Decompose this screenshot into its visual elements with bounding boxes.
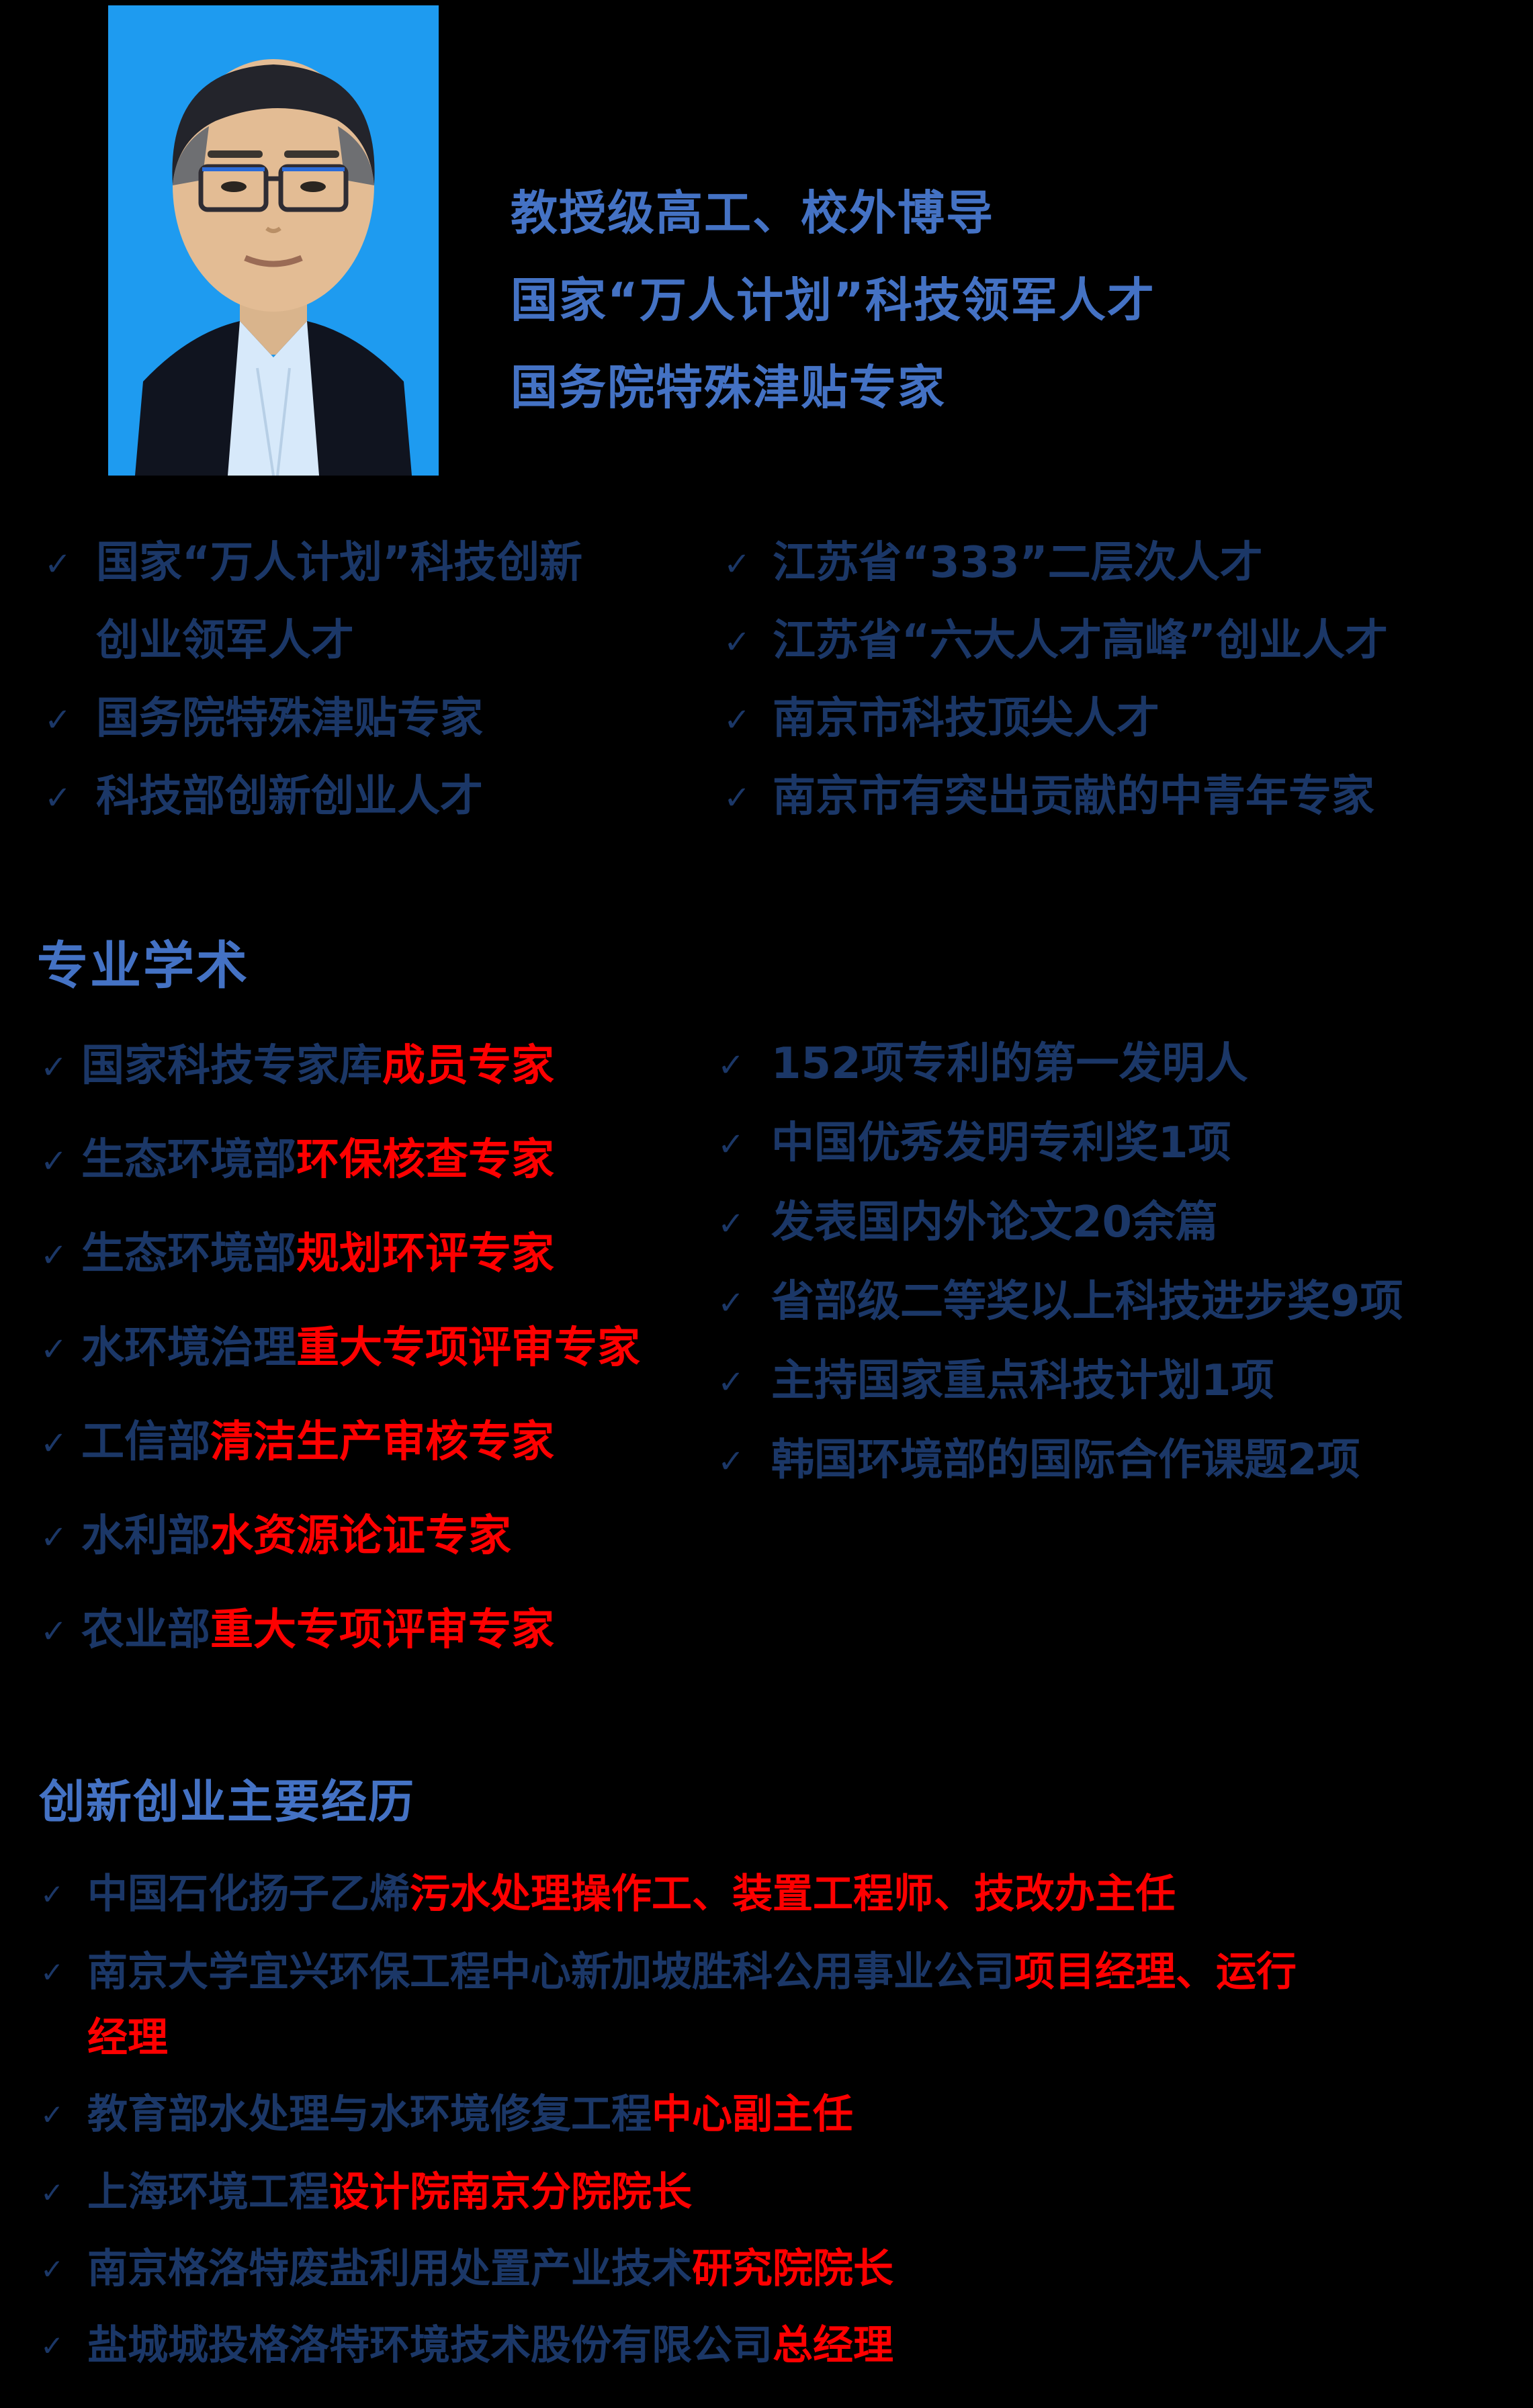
- check-icon: ✓: [40, 2329, 64, 2362]
- check-icon: ✓: [717, 1205, 745, 1243]
- section-title-academic: 专业学术: [37, 936, 249, 995]
- honor-item-line: 国务院特殊津贴专家: [96, 694, 483, 744]
- item-role: 设计院南京分院院长: [329, 2169, 692, 2216]
- honor-item-line: 国家“万人计划”科技创新: [96, 538, 583, 588]
- honor-item-line: 南京市有突出贡献的中青年专家: [773, 772, 1374, 821]
- item-role: 重大专项评审专家: [210, 1605, 554, 1655]
- item-org: 中国石化扬子乙烯: [87, 1871, 410, 1918]
- check-icon: ✓: [717, 1443, 745, 1480]
- item-org: 上海环境工程: [87, 2169, 329, 2216]
- item-org: 南京大学宜兴环保工程中心新加坡胜科公用事业公司: [87, 1949, 1014, 1996]
- academic-item: 生态环境部环保核查专家: [81, 1139, 554, 1181]
- item-role: 研究院院长: [692, 2245, 893, 2292]
- item-org: 国家科技专家库: [81, 1041, 382, 1091]
- check-icon: ✓: [40, 1425, 68, 1462]
- check-icon: ✓: [40, 1237, 68, 1274]
- item-role: 水资源论证专家: [210, 1511, 511, 1561]
- check-icon: ✓: [44, 545, 72, 583]
- career-item: 教育部水处理与水环境修复工程中心副主任: [87, 2094, 853, 2135]
- check-icon: ✓: [44, 701, 72, 739]
- academic-item: 国家科技专家库成员专家: [81, 1044, 554, 1087]
- item-org: 水利部: [81, 1511, 210, 1561]
- check-icon: ✓: [724, 545, 751, 583]
- academic-item: 工信部清洁生产审核专家: [81, 1421, 554, 1464]
- academic-item: 水利部水资源论证专家: [81, 1515, 511, 1558]
- item-org: 盐城城投格洛特环境技术股份有限公司: [87, 2322, 773, 2369]
- item-org: 生态环境部: [81, 1229, 296, 1279]
- career-item: 盐城城投格洛特环境技术股份有限公司总经理: [87, 2325, 893, 2366]
- profile-photo: [108, 5, 439, 476]
- career-item-wrap-line: 经理: [87, 2014, 168, 2061]
- item-role: 重大专项评审专家: [296, 1323, 640, 1373]
- check-icon: ✓: [717, 1284, 745, 1322]
- item-org: 水环境治理: [81, 1323, 296, 1373]
- academic-item: 水环境治理重大专项评审专家: [81, 1327, 640, 1370]
- item-role: 清洁生产审核专家: [210, 1417, 554, 1467]
- honor-item-line: 南京市科技顶尖人才: [773, 694, 1159, 744]
- honor-item-line: 江苏省“六大人才高峰”创业人才: [773, 616, 1389, 666]
- item-role: 总经理: [773, 2322, 893, 2369]
- check-icon: ✓: [40, 2098, 64, 2131]
- academic-item: 生态环境部规划环评专家: [81, 1233, 554, 1276]
- check-icon: ✓: [40, 1878, 64, 1911]
- item-role: 成员专家: [382, 1041, 554, 1091]
- check-icon: ✓: [717, 1364, 745, 1401]
- check-icon: ✓: [40, 1143, 68, 1180]
- item-role: 规划环评专家: [296, 1229, 554, 1279]
- career-item: 中国石化扬子乙烯污水处理操作工、装置工程师、技改办主任: [87, 1874, 1176, 1914]
- check-icon: ✓: [44, 779, 72, 817]
- check-icon: ✓: [40, 1519, 68, 1556]
- check-icon: ✓: [724, 623, 751, 661]
- item-role: 项目经理、运行: [1014, 1949, 1297, 1996]
- academic-item: 中国优秀发明专利奖1项: [771, 1118, 1231, 1168]
- academic-item: 省部级二等奖以上科技进步奖9项: [771, 1277, 1403, 1327]
- item-org: 生态环境部: [81, 1135, 296, 1185]
- check-icon: ✓: [724, 779, 751, 817]
- item-role: 中心副主任: [652, 2091, 853, 2138]
- title-line-2: 国家“万人计划”科技领军人才: [511, 273, 1156, 328]
- check-icon: ✓: [717, 1126, 745, 1163]
- section-title-career: 创新创业主要经历: [39, 1776, 416, 1829]
- check-icon: ✓: [40, 1613, 68, 1650]
- item-org: 南京格洛特废盐利用处置产业技术: [87, 2245, 692, 2292]
- item-org: 农业部: [81, 1605, 210, 1655]
- academic-item: 152项专利的第一发明人: [771, 1039, 1248, 1089]
- academic-item: 发表国内外论文20余篇: [771, 1198, 1219, 1247]
- academic-item: 农业部重大专项评审专家: [81, 1609, 554, 1652]
- item-role: 污水处理操作工、装置工程师、技改办主任: [410, 1871, 1176, 1918]
- check-icon: ✓: [40, 1331, 68, 1368]
- item-org: 教育部水处理与水环境修复工程: [87, 2091, 652, 2138]
- check-icon: ✓: [717, 1046, 745, 1084]
- check-icon: ✓: [40, 1049, 68, 1086]
- item-role: 环保核查专家: [296, 1135, 554, 1185]
- check-icon: ✓: [40, 1956, 64, 1989]
- portrait-illustration: [108, 5, 439, 476]
- honor-item-line: 江苏省“333”二层次人才: [773, 538, 1263, 588]
- check-icon: ✓: [724, 701, 751, 739]
- item-org: 工信部: [81, 1417, 210, 1467]
- title-line-3: 国务院特殊津贴专家: [511, 360, 946, 415]
- career-item: 南京格洛特废盐利用处置产业技术研究院院长: [87, 2249, 893, 2289]
- check-icon: ✓: [40, 2176, 64, 2209]
- career-item: 上海环境工程设计院南京分院院长: [87, 2172, 692, 2213]
- academic-item: 主持国家重点科技计划1项: [771, 1356, 1274, 1406]
- academic-item: 韩国环境部的国际合作课题2项: [771, 1435, 1360, 1485]
- career-item: 南京大学宜兴环保工程中心新加坡胜科公用事业公司项目经理、运行: [87, 1952, 1297, 1992]
- check-icon: ✓: [40, 2253, 64, 2286]
- honor-item-line: 创业领军人才: [96, 616, 354, 666]
- title-line-1: 教授级高工、校外博导: [511, 185, 994, 240]
- honor-item-line: 科技部创新创业人才: [96, 772, 483, 821]
